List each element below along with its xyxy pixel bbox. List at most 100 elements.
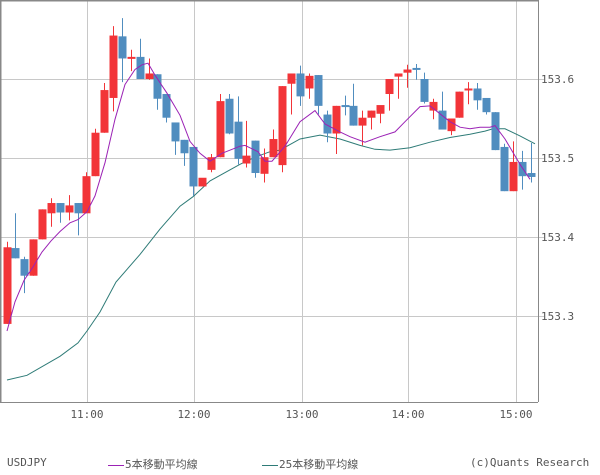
candle-up <box>403 64 412 88</box>
candle-down <box>56 203 65 223</box>
candle-body <box>47 203 56 214</box>
candle-up <box>305 73 314 99</box>
candle-up <box>509 141 518 192</box>
candle-down <box>20 256 29 294</box>
y-axis-labels: 153.3 153.4 153.5 153.6 <box>541 73 574 323</box>
candle-body <box>305 75 314 89</box>
candle-down <box>473 82 482 110</box>
candle-body <box>509 161 518 192</box>
candle-body <box>447 118 456 132</box>
ma5-swatch-icon <box>108 464 124 466</box>
candle-body <box>29 239 38 276</box>
plot-frame <box>0 0 539 403</box>
candle-body <box>385 79 394 95</box>
candle-body <box>287 73 296 84</box>
candle-body <box>367 110 376 118</box>
candle-body <box>136 56 145 79</box>
candle-up <box>207 154 216 173</box>
candle-up <box>278 86 287 173</box>
candle-body <box>162 94 171 118</box>
candle-body <box>118 36 127 59</box>
candle-body <box>216 101 225 158</box>
candle-up <box>269 129 278 158</box>
candle-up <box>385 79 394 111</box>
candle-up <box>287 73 296 115</box>
candle-body <box>82 176 91 214</box>
candle-up <box>3 241 12 324</box>
candle-down <box>482 97 491 115</box>
candle-body <box>260 157 269 174</box>
candle-body <box>464 88 473 91</box>
candle-up <box>38 209 47 240</box>
candle-down <box>341 95 350 116</box>
legend: USDJPY 5本移動平均線 25本移動平均線 (c)Quants Resear… <box>0 456 600 472</box>
legend-symbol: USDJPY <box>7 456 47 469</box>
candle-body <box>323 114 332 134</box>
candle-body <box>332 105 341 134</box>
candle-down <box>118 18 127 83</box>
candle-body <box>225 98 234 134</box>
ma25-line <box>6 128 536 381</box>
candle-up <box>358 110 367 146</box>
x-tick-label: 12:00 <box>177 408 210 421</box>
candle-body <box>412 67 421 70</box>
candle-down <box>412 63 421 80</box>
candle-body <box>3 247 12 324</box>
candle-down <box>438 91 447 130</box>
candle-body <box>429 101 438 111</box>
candle-down <box>491 112 500 151</box>
candle-down <box>225 94 234 135</box>
candle-body <box>189 146 198 187</box>
ma25-swatch-icon <box>262 464 278 466</box>
candle-up <box>100 82 109 133</box>
grid-lines <box>0 0 544 402</box>
legend-ma5: 5本移動平均線 <box>108 456 198 472</box>
candle-up <box>65 195 74 221</box>
candle-body <box>491 112 500 151</box>
candle-down <box>314 75 323 115</box>
candle-body <box>56 203 65 213</box>
candle-body <box>376 105 385 114</box>
candle-down <box>323 110 332 143</box>
ma5-line <box>6 62 531 332</box>
candle-body <box>242 155 251 164</box>
candle-body <box>234 121 243 159</box>
x-axis-labels: 11:00 12:00 13:00 14:00 15:00 <box>70 408 532 421</box>
candle-up <box>127 49 136 72</box>
candle-body <box>438 110 447 130</box>
candle-body <box>473 88 482 101</box>
candle-down <box>153 74 162 110</box>
candle-body <box>518 161 527 177</box>
candle-down <box>180 139 189 166</box>
y-tick-label: 153.5 <box>541 152 574 165</box>
candle-body <box>38 209 47 240</box>
ma25-path <box>6 128 536 381</box>
candle-body <box>251 140 260 174</box>
candle-up <box>464 82 473 105</box>
x-tick-label: 13:00 <box>285 408 318 421</box>
candle-body <box>341 105 350 108</box>
candle-body <box>127 56 136 59</box>
candle-down <box>171 122 180 155</box>
candle-up <box>242 120 251 168</box>
candle-down <box>420 72 429 104</box>
candle-down <box>518 150 527 190</box>
candle-up <box>47 198 56 227</box>
candle-body <box>358 117 367 126</box>
candle-down <box>162 94 171 123</box>
candle-up <box>109 26 118 112</box>
credit-text: (c)Quants Research <box>470 456 590 469</box>
candle-body <box>207 157 216 170</box>
candle-body <box>74 203 83 214</box>
candle-body <box>11 248 20 259</box>
candle-body <box>527 173 536 177</box>
candle-body <box>349 105 358 126</box>
candle-down <box>234 96 243 165</box>
candle-body <box>296 73 305 97</box>
candle-up <box>376 105 385 124</box>
candle-up <box>260 148 269 183</box>
candle-down <box>189 146 198 196</box>
candle-body <box>278 86 287 166</box>
candle-body <box>482 97 491 113</box>
legend-ma25: 25本移動平均線 <box>262 456 358 472</box>
